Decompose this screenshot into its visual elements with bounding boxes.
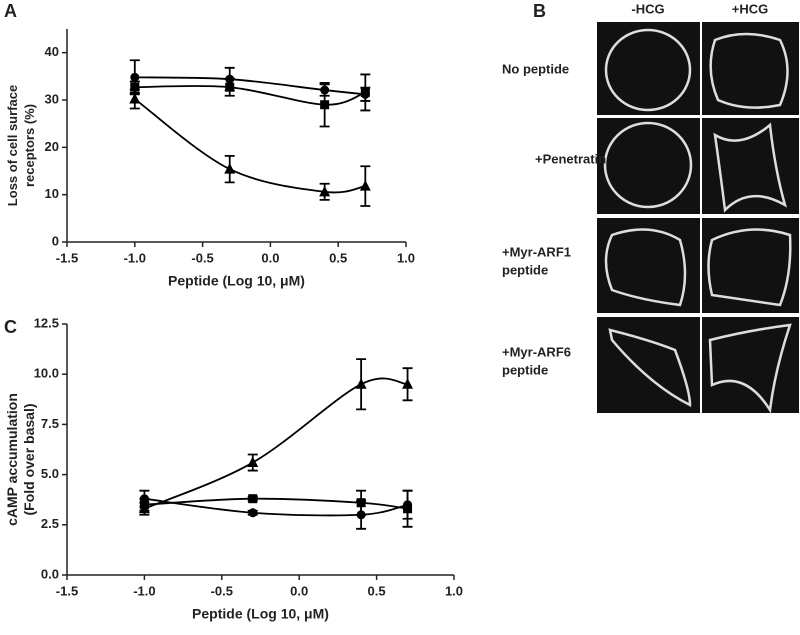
row-label: +Myr-ARF6 — [502, 344, 571, 359]
panel-label: B — [533, 1, 546, 21]
x-tick-label: 0.0 — [261, 250, 279, 265]
row-label: No peptide — [502, 61, 569, 76]
y-tick-label: 12.5 — [34, 315, 59, 330]
marker — [224, 163, 236, 174]
marker — [356, 498, 366, 508]
cell-outline — [709, 32, 789, 109]
y-tick-label: 10.0 — [34, 366, 59, 381]
image — [702, 317, 799, 413]
x-tick-label: -1.0 — [124, 250, 146, 265]
y-tick-label: 40 — [45, 44, 59, 59]
marker — [403, 504, 413, 514]
cell-outline — [603, 121, 693, 209]
x-tick-label: -1.0 — [133, 583, 155, 598]
marker — [360, 87, 370, 97]
y-tick-label: 2.5 — [41, 516, 59, 531]
chart: 0.0 2.5 5.0 7.5 10.0 12.5 -1.5 -1.0 -0.5 0.0 0.5 1.… — [4, 315, 463, 621]
row-label: peptide — [502, 262, 548, 277]
x-tick-label: -0.5 — [191, 250, 213, 265]
x-axis-label: Peptide (Log 10, μM) — [192, 606, 329, 622]
micrographs — [596, 20, 800, 414]
cell-outline — [608, 328, 692, 408]
series-line — [134, 85, 366, 106]
marker — [319, 185, 331, 197]
x-tick-label: -0.5 — [211, 583, 233, 598]
cell-outline — [713, 122, 788, 213]
series-line — [144, 497, 408, 510]
x-tick-label: 0.5 — [329, 250, 347, 265]
cell-outline — [708, 323, 792, 414]
x-tick-label: -1.5 — [56, 583, 78, 598]
marker — [130, 82, 140, 92]
marker — [355, 378, 367, 389]
panel-label: A — [4, 1, 17, 21]
y-tick-label: 0.0 — [41, 566, 59, 581]
x-tick-label: 1.0 — [397, 250, 415, 265]
marker — [130, 72, 140, 82]
marker — [248, 494, 258, 504]
series-line — [134, 76, 366, 96]
cell-outline — [707, 228, 792, 307]
marker — [129, 93, 141, 104]
image — [597, 118, 700, 214]
y-tick-label: 30 — [45, 91, 59, 106]
marker — [138, 502, 150, 514]
panel-label: C — [4, 317, 17, 337]
image — [597, 22, 700, 115]
marker — [248, 508, 258, 518]
chart: 0 10 20 30 40 -1.5 -1.0 -0.5 0.0 0.5 1.0 Peptide (L… — [5, 29, 415, 289]
y-axis-label: cAMP accumulation — [4, 393, 20, 526]
y-axis-label: receptors (%) — [22, 104, 37, 187]
series-line — [134, 98, 366, 194]
marker — [359, 180, 371, 191]
column-label: -HCG — [631, 1, 664, 16]
row-label: peptide — [502, 362, 548, 377]
series-line — [144, 497, 408, 517]
marker — [225, 82, 235, 92]
y-axis-label: (Fold over basal) — [21, 403, 37, 515]
x-tick-label: 0.0 — [290, 583, 308, 598]
marker — [320, 100, 330, 110]
y-tick-label: 20 — [45, 139, 59, 154]
x-tick-label: 0.5 — [368, 583, 386, 598]
x-tick-label: 1.0 — [445, 583, 463, 598]
y-tick-label: 5.0 — [41, 466, 59, 481]
image — [702, 22, 799, 115]
y-tick-label: 7.5 — [41, 416, 59, 431]
column-label: +HCG — [732, 1, 768, 16]
cell-outline — [604, 228, 687, 307]
y-tick-label: 0 — [52, 233, 59, 248]
marker — [402, 378, 414, 389]
series-line — [144, 377, 408, 510]
row-label: +Myr-ARF1 — [502, 244, 571, 259]
x-tick-label: -1.5 — [56, 250, 78, 265]
row-label: +Penetratin — [535, 151, 606, 166]
x-axis-label: Peptide (Log 10, μM) — [168, 273, 305, 289]
marker — [247, 456, 259, 468]
y-axis-label: Loss of cell surface — [5, 85, 20, 206]
cell-outline — [604, 28, 692, 112]
image — [597, 317, 700, 413]
y-tick-label: 10 — [45, 186, 59, 201]
